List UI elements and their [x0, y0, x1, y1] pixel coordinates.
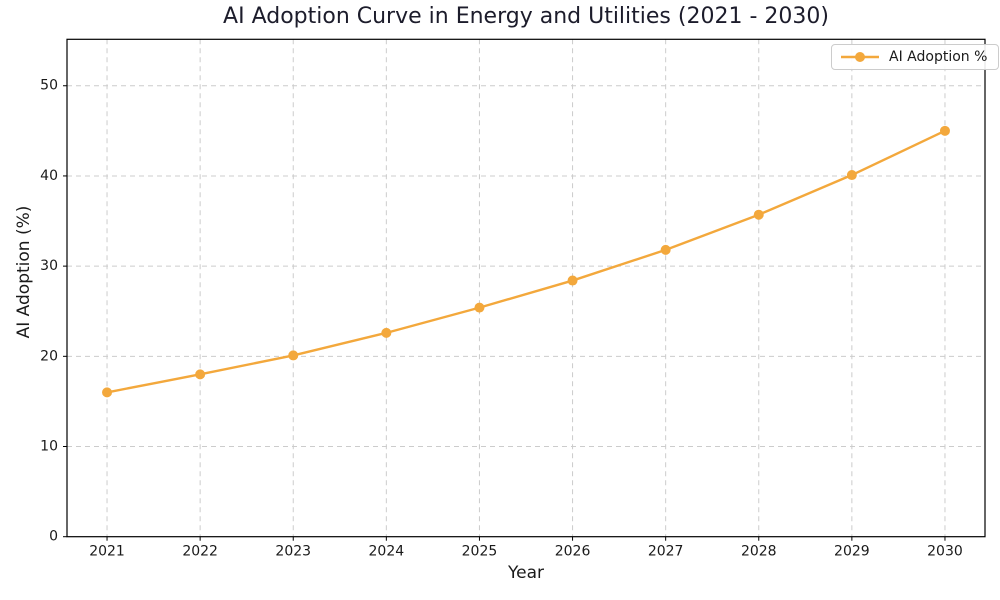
x-tick-label: 2025: [462, 543, 498, 559]
y-tick-label: 20: [40, 348, 58, 364]
axes-spines: [66, 38, 986, 538]
data-point-marker: [195, 369, 206, 380]
y-tick-label: 10: [40, 439, 58, 455]
y-tick-label: 0: [49, 529, 58, 545]
y-tick-label: 50: [40, 78, 58, 94]
data-point-marker: [102, 387, 113, 398]
data-point-marker: [753, 209, 764, 220]
legend-line-marker-icon: [841, 52, 879, 62]
chart-title: AI Adoption Curve in Energy and Utilitie…: [223, 4, 829, 29]
data-line: [105, 129, 947, 394]
data-point-marker: [660, 244, 671, 255]
data-point-marker: [288, 350, 299, 361]
data-point-marker: [939, 125, 950, 136]
data-point-marker: [381, 327, 392, 338]
data-point-marker: [474, 302, 485, 313]
x-tick-label: 2029: [834, 543, 870, 559]
legend: AI Adoption %: [831, 44, 1000, 70]
y-tick-label: 40: [40, 168, 58, 184]
x-tick-label: 2026: [555, 543, 591, 559]
legend-label: AI Adoption %: [889, 49, 988, 65]
x-tick-label: 2024: [369, 543, 405, 559]
y-axis-label-text: AI Adoption (%): [14, 205, 34, 339]
data-point-marker: [567, 275, 578, 286]
data-point-marker: [846, 170, 857, 181]
x-tick-label: 2021: [89, 543, 125, 559]
x-tick-label: 2030: [927, 543, 963, 559]
x-tick-label: 2022: [182, 543, 218, 559]
x-axis-label: Year: [508, 563, 544, 583]
x-tick-label: 2027: [648, 543, 684, 559]
x-tick-label: 2023: [275, 543, 311, 559]
y-tick-label: 30: [40, 258, 58, 274]
x-tick-label: 2028: [741, 543, 777, 559]
